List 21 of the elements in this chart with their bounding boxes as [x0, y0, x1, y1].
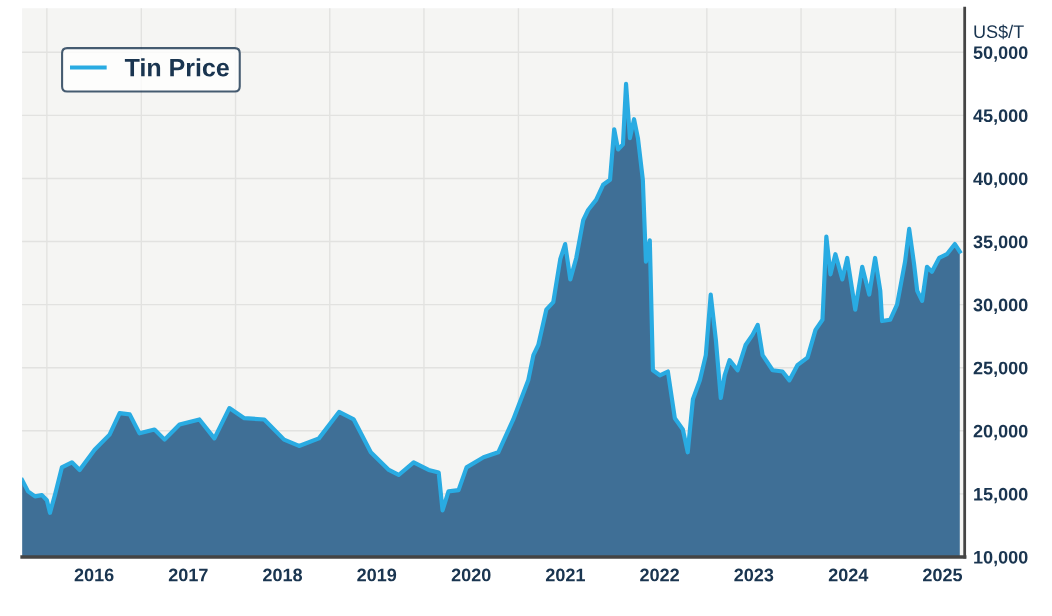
y-tick-label: 40,000 [973, 172, 1028, 188]
y-tick-label: 10,000 [974, 550, 1028, 567]
x-tick-label: 2020 [451, 568, 491, 582]
y-tick-label: 50,000 [973, 46, 1028, 62]
y-tick-label: 35,000 [973, 235, 1028, 251]
x-tick-label: 2018 [263, 568, 303, 582]
y-tick-label: 15,000 [974, 487, 1028, 504]
y-tick-label: 30,000 [973, 298, 1028, 314]
y-tick-label: 25,000 [973, 361, 1028, 378]
x-tick-label: 2016 [74, 568, 114, 582]
x-tick-label: 2025 [923, 568, 963, 582]
y-axis-title: US$/T [974, 24, 1024, 40]
x-tick-label: 2017 [168, 568, 208, 582]
x-tick-label: 2022 [640, 568, 679, 582]
x-tick-label: 2019 [357, 568, 397, 582]
x-tick-label: 2023 [734, 568, 774, 582]
y-tick-label: 45,000 [973, 109, 1028, 125]
x-tick-label: 2024 [828, 568, 869, 582]
y-tick-label: 20,000 [973, 424, 1028, 441]
x-tick-label: 2021 [545, 568, 585, 582]
legend-label: Tin Price [124, 58, 229, 77]
